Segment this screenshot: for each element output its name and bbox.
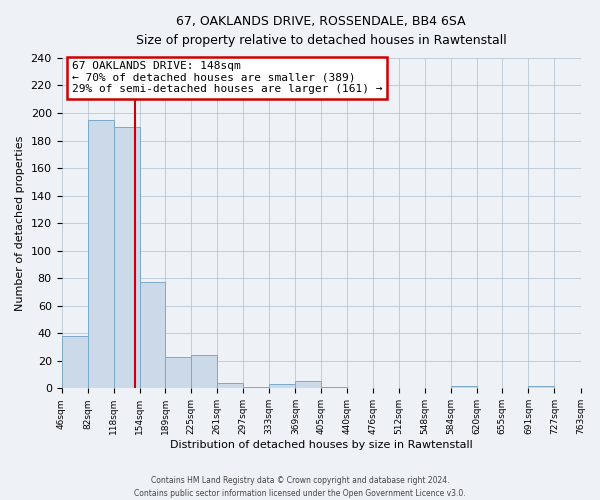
Bar	[62, 336, 88, 388]
Bar	[217, 383, 243, 388]
Bar	[295, 382, 322, 388]
Bar	[88, 120, 113, 388]
Bar	[269, 384, 295, 388]
Bar	[140, 282, 165, 389]
Bar	[322, 387, 347, 388]
Bar	[451, 386, 477, 388]
Y-axis label: Number of detached properties: Number of detached properties	[15, 136, 25, 311]
Bar	[165, 356, 191, 388]
Title: 67, OAKLANDS DRIVE, ROSSENDALE, BB4 6SA
Size of property relative to detached ho: 67, OAKLANDS DRIVE, ROSSENDALE, BB4 6SA …	[136, 15, 506, 47]
Text: Contains HM Land Registry data © Crown copyright and database right 2024.
Contai: Contains HM Land Registry data © Crown c…	[134, 476, 466, 498]
Bar	[529, 386, 554, 388]
Bar	[191, 356, 217, 388]
Text: 67 OAKLANDS DRIVE: 148sqm
← 70% of detached houses are smaller (389)
29% of semi: 67 OAKLANDS DRIVE: 148sqm ← 70% of detac…	[72, 61, 382, 94]
Bar	[243, 387, 269, 388]
Bar	[113, 126, 140, 388]
X-axis label: Distribution of detached houses by size in Rawtenstall: Distribution of detached houses by size …	[170, 440, 472, 450]
